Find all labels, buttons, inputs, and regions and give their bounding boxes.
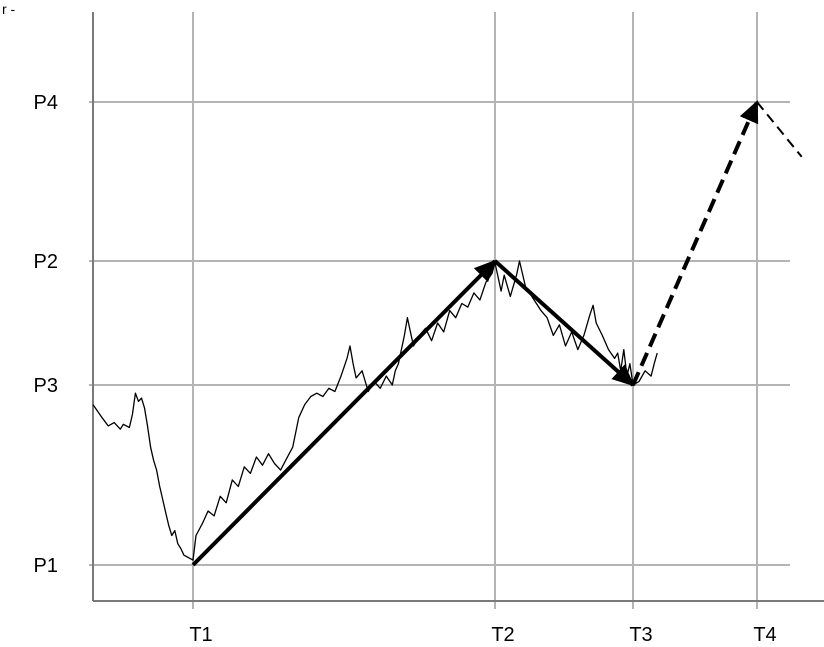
- y-tick-label-p1: P1: [34, 555, 58, 577]
- trend-arrow-1: [191, 259, 497, 567]
- trend-arrow-2: [493, 259, 635, 387]
- x-tick-label-t1: T1: [189, 624, 212, 646]
- y-tick-label-p4: P4: [34, 92, 58, 114]
- plot-area: [92, 100, 803, 567]
- x-tick-label-t2: T2: [491, 624, 514, 646]
- x-tick-label-t4: T4: [753, 624, 776, 646]
- tick-labels: P1 P3 P2 P4 T1 T2 T3 T4: [34, 92, 777, 646]
- axes: [92, 12, 824, 602]
- price-series-line: [92, 260, 658, 561]
- projection-line-4: [756, 101, 803, 158]
- y-tick-label-p2: P2: [34, 251, 58, 273]
- x-tick-label-t3: T3: [629, 624, 652, 646]
- projection-arrow-3: [631, 100, 759, 386]
- y-tick-label-p3: P3: [34, 375, 58, 397]
- corner-mark: r -: [2, 1, 16, 17]
- grid: [89, 12, 790, 609]
